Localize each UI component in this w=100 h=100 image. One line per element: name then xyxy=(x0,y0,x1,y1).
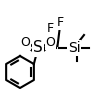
Text: Si: Si xyxy=(68,41,80,55)
Text: O: O xyxy=(46,36,55,49)
Text: F: F xyxy=(57,16,64,28)
Text: O: O xyxy=(21,36,30,49)
Text: S: S xyxy=(33,40,43,56)
Text: F: F xyxy=(46,22,54,34)
